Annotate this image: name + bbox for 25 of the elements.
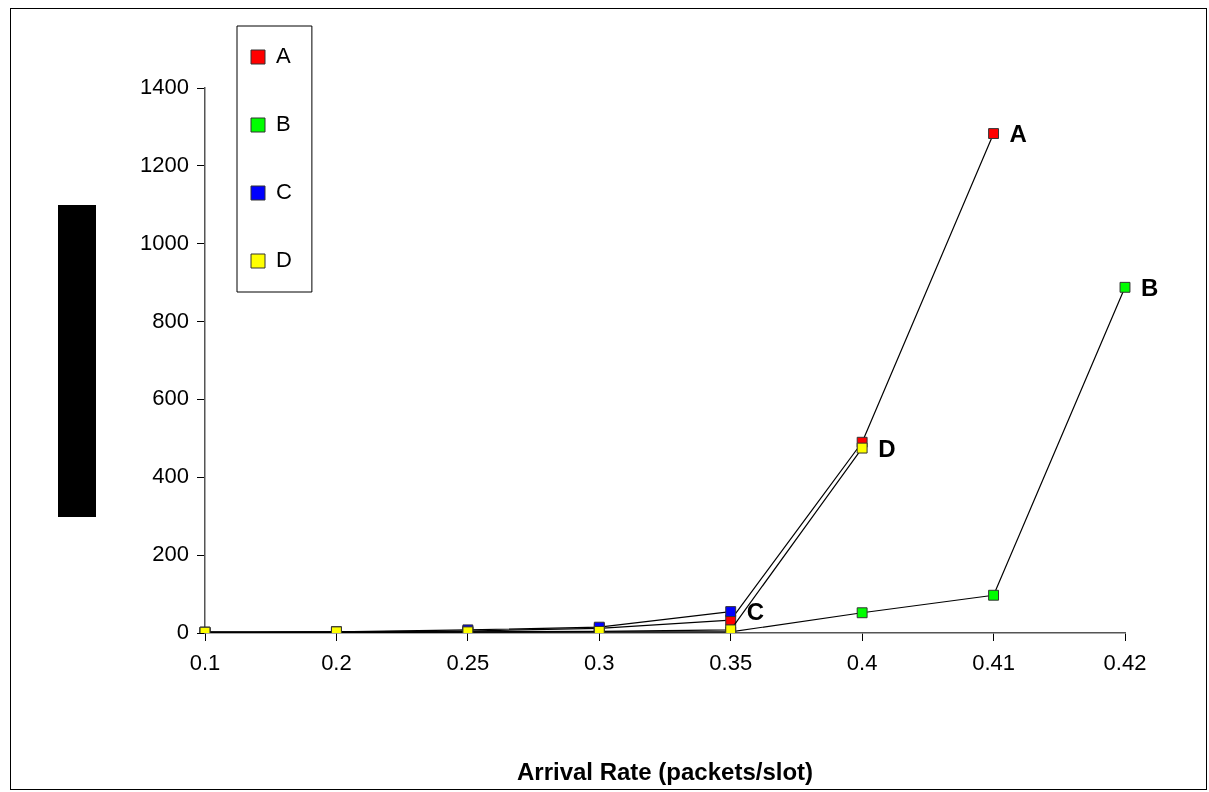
x-tick-label: 0.35 — [709, 650, 753, 676]
y-tick-label: 200 — [152, 541, 189, 567]
legend-label: C — [276, 179, 292, 205]
x-tick-label: 0.4 — [846, 650, 878, 676]
x-tick-label: 0.42 — [1103, 650, 1147, 676]
y-tick-label: 800 — [152, 307, 189, 333]
x-tick-label: 0.3 — [583, 650, 615, 676]
x-axis-title: Arrival Rate (packets/slot) — [516, 758, 814, 786]
x-tick-label: 0.41 — [972, 650, 1015, 676]
legend-label: B — [276, 111, 291, 137]
x-tick-label: 0.1 — [189, 650, 221, 676]
y-tick-label: 400 — [152, 463, 189, 489]
text: D — [878, 434, 896, 462]
text: C — [746, 598, 765, 626]
y-tick-label: 1200 — [140, 151, 189, 177]
x-tick-label: 0.25 — [446, 650, 490, 676]
y-tick-label: 1000 — [140, 229, 189, 255]
text: B — [1141, 273, 1159, 301]
y-tick-label: 1400 — [140, 74, 189, 100]
x-tick-label: 0.2 — [321, 650, 352, 676]
y-tick-label: 600 — [152, 385, 189, 411]
legend-label: D — [276, 247, 292, 273]
text: A — [1009, 120, 1027, 148]
legend-label: A — [276, 43, 291, 69]
y-tick-label: 0 — [176, 619, 189, 645]
